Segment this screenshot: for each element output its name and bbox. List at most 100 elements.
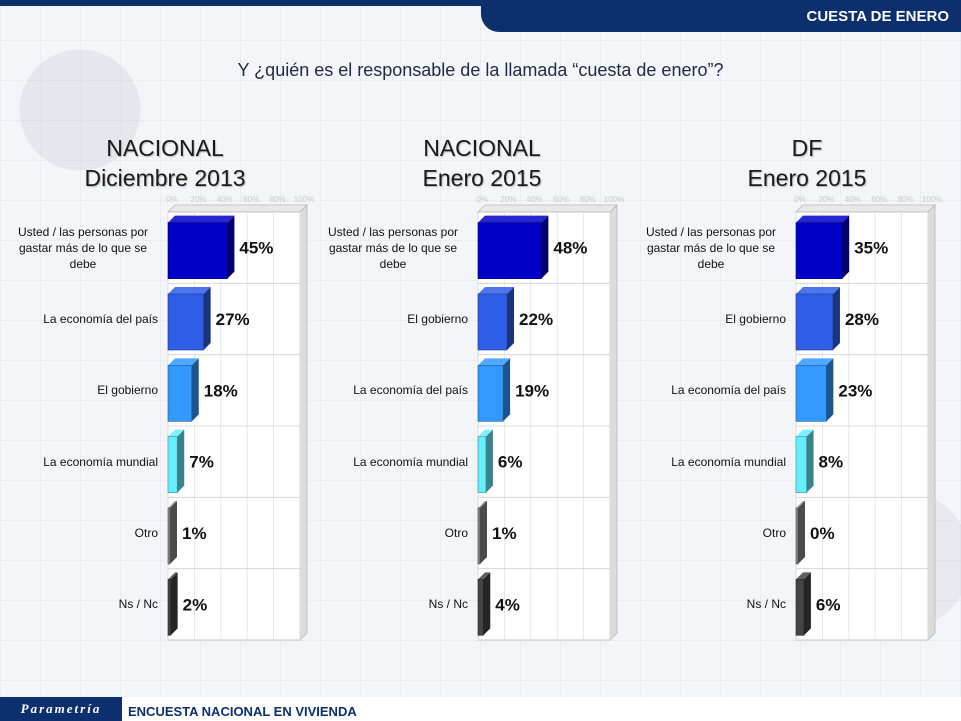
chart-1-bar-top [168,215,235,223]
chart-1-bar-top [168,358,199,366]
chart-2-tick-label: 40% [527,195,543,204]
chart-3-bar [795,365,827,422]
chart-3-tick-label: 60% [871,195,887,204]
chart-2-tick-label: 80% [580,195,596,204]
chart-3-bar-top [796,572,811,580]
chart-2-category-label: Usted / las personas por gastar más de l… [327,224,459,271]
chart-1-data-label: 7% [189,453,214,472]
chart-1-bar-side [177,429,185,493]
chart-1-bar [167,222,228,279]
chart-2-data-label: 19% [515,381,549,400]
chart-1-bar-top [168,501,177,508]
chart-1-category-label: Usted / las personas por gastar más de l… [17,224,149,271]
chart-1-top-face [167,204,308,213]
chart-1-data-label: 27% [216,310,250,329]
chart-1-bar [167,293,204,351]
chart-2-tick-label: 20% [500,195,516,204]
chart-1-category-label: Otro [134,525,158,540]
chart-3-side-face [927,204,936,641]
chart-2-data-label: 1% [492,524,517,543]
chart-2-tick-label: 100% [604,195,624,204]
section-header: CUESTA DE ENERO [481,0,961,32]
chart-2-bar-side [480,501,487,564]
chart-2-data-label: 6% [498,453,523,472]
chart-2-tick-label: 0% [476,195,488,204]
top-bar [0,0,961,6]
chart-3-category-label: Ns / Nc [746,597,786,612]
chart-1-tick-label: 80% [270,195,286,204]
chart-1-bar-side [227,215,235,279]
chart-3-tick-label: 40% [845,195,861,204]
chart-2-data-label: 22% [519,310,553,329]
chart-3-bar-side [806,429,814,493]
section-title: CUESTA DE ENERO [806,7,949,25]
footer-survey-name: ENCUESTA NACIONAL EN VIVIENDA [128,704,357,719]
chart-3-bar-side [826,358,834,422]
chart-3-bar-top [796,215,850,223]
chart-1-data-label: 1% [182,524,207,543]
chart-2-bar-top [478,501,487,508]
chart-2-tick-label: 60% [553,195,569,204]
chart-2-side-face [609,204,618,641]
footer [0,697,961,721]
chart-1-bar [167,507,171,565]
chart-1-bar-side [203,287,211,350]
chart-1-bar-top [168,287,211,294]
chart-1-tick-label: 0% [166,195,178,204]
chart-2-bar-top [478,358,511,366]
chart-3-bar-top [796,501,805,508]
chart-3-bar-side [832,287,840,350]
chart-2-bar [477,222,542,279]
chart-1-title-line1: NACIONAL [106,135,224,161]
chart-1-bar [167,365,193,422]
chart-3-title: DF Enero 2015 [677,133,937,193]
chart-1-side-face [299,204,308,641]
chart-3-data-label: 23% [838,381,872,400]
chart-3-tick-label: 0% [794,195,806,204]
chart-3-top-face [795,204,936,213]
chart-3-bar [795,293,834,351]
chart-1-title-line2: Diciembre 2013 [84,165,246,191]
chart-1-tick-label: 20% [190,195,206,204]
chart-3-data-label: 0% [810,524,835,543]
chart-3-data-label: 6% [816,595,841,614]
chart-3-tick-label: 20% [818,195,834,204]
chart-1-bar-top [168,429,185,437]
chart-3-bar [795,436,807,493]
chart-1-tick-label: 40% [217,195,233,204]
chart-2-bar-side [541,215,549,279]
chart-3-category-label: La economía del país [671,383,786,398]
chart-2-bar-top [478,215,549,223]
chart-3-data-label: 28% [845,310,879,329]
chart-1-category-label: La economía del país [43,311,158,326]
chart-2-category-label: El gobierno [407,311,468,326]
chart-1-bar-side [191,358,199,422]
chart-2-bar-top [478,572,491,580]
chart-2-bar-side [485,429,493,493]
question-text: Y ¿quién es el responsable de la llamada… [237,60,724,80]
chart-3-title-line1: DF [791,135,823,161]
chart-2-data-label: 4% [495,595,520,614]
chart-1-bar-top [168,572,178,580]
chart-2-category-label: Ns / Nc [428,597,468,612]
chart-2-category-label: Otro [444,525,468,540]
chart-2-bar [477,507,481,565]
chart-3-bar-side [798,501,805,564]
chart-3-data-label: 35% [854,239,888,258]
chart-3-tick-label: 80% [898,195,914,204]
chart-3-bar-side [842,215,850,279]
chart-2-bar [477,365,504,422]
chart-2-title-line2: Enero 2015 [422,165,542,191]
chart-3-bar [795,579,805,636]
chart-1-bar-side [170,501,177,564]
chart-3-bar-top [796,429,814,437]
footer-logo: Parametría [0,697,122,721]
chart-3-bar [795,222,843,279]
chart-2-bar-side [503,358,511,422]
chart-2-bar-top [478,287,515,294]
chart-1-category-label: La economía mundial [43,454,158,469]
chart-1-bar [167,579,171,636]
chart-1-data-label: 45% [239,239,273,258]
chart-3-bar-top [796,287,840,294]
